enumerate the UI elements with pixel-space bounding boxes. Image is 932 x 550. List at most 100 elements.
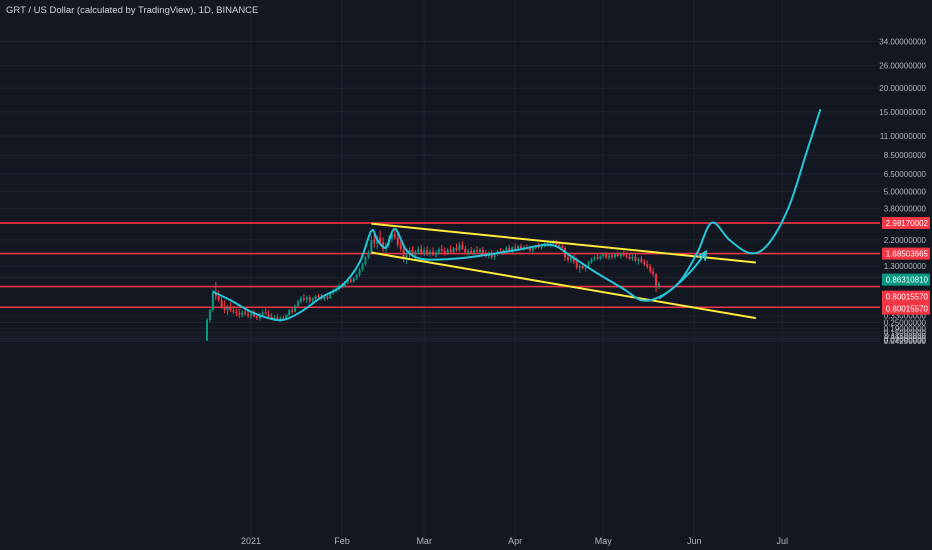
- candle-body-114: [540, 245, 543, 248]
- price-badge-current: [882, 273, 930, 286]
- price-badge-close: [882, 290, 930, 303]
- y-tick-label-5: 8.50000000: [884, 151, 927, 160]
- price-badges: 2.981700021.685036650.442756900.86310810…: [882, 217, 930, 315]
- trend-line-1: [371, 251, 757, 320]
- y-tick-label-4: 11.00000000: [880, 132, 927, 141]
- y-tick-label-2: 20.00000000: [879, 84, 926, 93]
- price-badge-label-close: 0.80015570: [886, 293, 929, 302]
- candle-body-124: [569, 257, 572, 260]
- x-tick-label-3: Apr: [508, 536, 522, 546]
- candle-body-130: [587, 262, 590, 266]
- candle-body-152: [652, 271, 655, 275]
- x-tick-label-1: Feb: [334, 536, 350, 546]
- candle-body-73: [420, 248, 423, 254]
- candle-body-94: [481, 249, 484, 254]
- candle-body-18: [258, 314, 261, 319]
- candle-body-77: [431, 251, 434, 255]
- candle-body-91: [473, 250, 476, 254]
- candle-body-75: [426, 250, 429, 254]
- price-badge-label-level-0: 2.98170002: [886, 219, 929, 228]
- candle-body-67: [402, 248, 405, 258]
- candle-body-103: [508, 248, 511, 251]
- y-tick-label-1: 26.00000000: [879, 62, 926, 71]
- x-tick-label-0: 2021: [241, 536, 261, 546]
- candle-body-60: [382, 242, 385, 249]
- x-tick-label-5: Jun: [687, 536, 702, 546]
- candle-body-86: [458, 244, 461, 251]
- candle-body-38: [317, 296, 320, 298]
- candle-body-85: [455, 248, 458, 251]
- trend-line-0: [371, 222, 756, 264]
- candle-body-8: [229, 307, 232, 311]
- candle-body-56: [370, 239, 373, 253]
- candle-body-148: [640, 259, 643, 262]
- candle-body-9: [232, 310, 235, 312]
- candle-body-29: [291, 310, 294, 312]
- candle-body-80: [440, 248, 443, 251]
- price-badge-label-level-1: 1.68503665: [886, 250, 929, 259]
- candle-body-66: [399, 244, 402, 249]
- candle-body-70: [411, 250, 414, 255]
- y-tick-label-17: 0.09000000: [884, 335, 927, 344]
- candle-body-3: [214, 292, 217, 297]
- candle-body-68: [405, 253, 408, 258]
- candle-body-146: [634, 256, 637, 261]
- x-tick-label-2: Mar: [416, 536, 432, 546]
- candle-body-13: [244, 312, 247, 315]
- candle-body-133: [596, 257, 599, 259]
- candle-body-23: [273, 317, 276, 319]
- time-axis[interactable]: 2021 Feb Mar Apr May Jun Jul: [241, 536, 788, 546]
- candle-body-113: [537, 246, 540, 248]
- candle-body-93: [478, 249, 481, 252]
- candle-body-11: [238, 313, 241, 315]
- candle-body-47: [343, 281, 346, 287]
- arrow-head-0: [697, 249, 708, 261]
- candle-body-89: [467, 250, 470, 253]
- candle-body-71: [414, 251, 417, 255]
- projection-path: [212, 108, 822, 322]
- candle-body-126: [575, 261, 578, 268]
- candle-body-111: [531, 248, 534, 251]
- candle-body-59: [379, 237, 382, 243]
- candle-body-128: [581, 265, 584, 269]
- y-tick-label-16: 0.11500000: [884, 332, 926, 341]
- candle-body-142: [622, 253, 625, 256]
- candle-body-83: [449, 249, 452, 252]
- candle-body-149: [643, 261, 646, 265]
- candle-body-10: [235, 311, 238, 314]
- candle-body-57: [373, 239, 376, 244]
- y-tick-label-19: 0.04250000: [884, 337, 927, 346]
- candle-body-110: [528, 248, 531, 251]
- price-badge-level-0: [882, 217, 930, 230]
- candle-body-76: [429, 251, 432, 254]
- candle-body-97: [490, 253, 493, 258]
- candle-body-12: [241, 312, 244, 315]
- arrow-shaft-0: [658, 251, 707, 300]
- chart-title: GRT / US Dollar (calculated by TradingVi…: [6, 5, 258, 16]
- candle-body-40: [323, 296, 326, 300]
- y-tick-label-0: 34.00000000: [879, 38, 926, 47]
- candle-body-69: [408, 250, 411, 254]
- candle-body-137: [608, 255, 611, 258]
- candle-body-36: [311, 298, 314, 301]
- candle-body-41: [326, 296, 329, 299]
- candle-body-31: [296, 301, 299, 307]
- candle-body-26: [282, 318, 285, 320]
- projection-path-group: [212, 108, 822, 322]
- grid-lines: [0, 0, 880, 540]
- candle-body-104: [511, 247, 514, 251]
- candle-body-90: [470, 250, 473, 254]
- candle-body-51: [355, 275, 358, 279]
- y-tick-label-13: 0.25000000: [884, 319, 927, 328]
- candle-body-78: [434, 252, 437, 255]
- candle-body-136: [605, 254, 608, 258]
- candle-body-151: [649, 266, 652, 272]
- price-axis[interactable]: 34.00000000 26.00000000 20.00000000 15.0000…: [879, 38, 926, 346]
- candle-body-64: [393, 234, 396, 238]
- candle-body-63: [390, 234, 393, 239]
- x-tick-label-4: May: [595, 536, 613, 546]
- y-tick-label-15: 0.15000000: [884, 328, 927, 337]
- candle-body-120: [558, 244, 561, 247]
